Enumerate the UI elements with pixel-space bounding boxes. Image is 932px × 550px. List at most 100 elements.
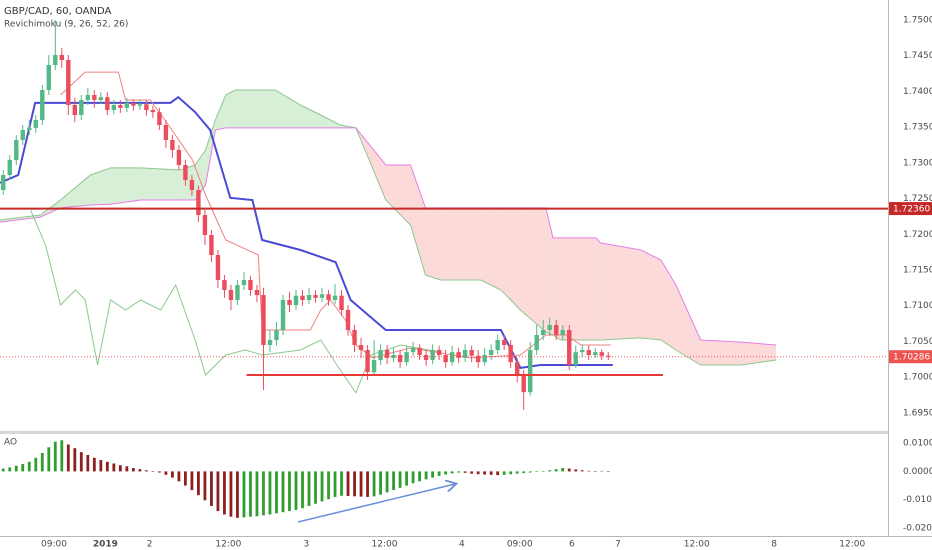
cloud-fill — [300, 105, 321, 128]
trend-arrow — [297, 484, 455, 523]
ao-bar — [125, 466, 129, 472]
candle-body — [482, 355, 487, 363]
x-tick-label: 12:00 — [839, 540, 865, 550]
ao-bar — [450, 471, 454, 474]
ao-bar — [496, 471, 500, 476]
candle-body — [144, 104, 149, 110]
ao-bar — [398, 471, 402, 488]
cloud-fill — [500, 207, 521, 310]
ao-bar — [437, 471, 441, 476]
ao-bar — [53, 441, 57, 472]
marks-layer — [0, 20, 888, 518]
candle-body — [534, 335, 539, 350]
candle-body — [248, 280, 253, 290]
ao-bar — [157, 471, 161, 473]
cloud-span-b — [0, 127, 777, 346]
candle-body — [339, 295, 344, 310]
ao-bar — [236, 471, 239, 518]
candle-body — [378, 350, 383, 360]
y-tick-label: -0.0200 — [903, 524, 932, 534]
ao-bar — [197, 471, 200, 496]
ao-bar — [99, 460, 103, 472]
candle-body — [274, 330, 279, 340]
x-tick-label: 4 — [459, 540, 465, 550]
ao-bar — [281, 471, 285, 513]
candle-body — [189, 180, 195, 190]
candle-body — [567, 330, 572, 365]
candle-body — [586, 350, 591, 355]
candle-body — [332, 295, 338, 300]
ao-bar — [457, 471, 461, 473]
y-tick-label: 1.74500 — [903, 51, 932, 61]
candle-body — [417, 347, 422, 355]
ao-bar — [411, 471, 415, 484]
candle-body — [267, 340, 273, 345]
candle-body — [488, 350, 494, 355]
ao-bar — [587, 470, 591, 472]
candle-body — [475, 355, 481, 363]
candle-body — [371, 360, 377, 373]
cloud-fill — [660, 260, 676, 350]
cloud-span-a — [0, 89, 777, 366]
ao-bar — [509, 471, 513, 475]
y-tick-label: 1.75000 — [903, 16, 932, 26]
candle-body — [66, 60, 71, 105]
cloud-fill — [215, 95, 226, 130]
ao-bar — [379, 471, 382, 495]
candle-body — [215, 255, 221, 280]
ao-bar — [385, 471, 389, 493]
ao-bar — [275, 471, 278, 514]
candle-body — [384, 350, 390, 358]
candle-body — [150, 110, 156, 113]
ao-bar — [144, 470, 148, 472]
y-tick-label: 0.0100 — [903, 439, 932, 449]
y-tick-label: 1.71500 — [903, 266, 932, 276]
cloud-fill — [640, 250, 661, 340]
ao-bar — [372, 471, 376, 497]
candle-body — [72, 105, 78, 115]
cloud-fill — [0, 215, 41, 223]
candle-body — [430, 350, 435, 360]
cloud-fill — [275, 90, 301, 128]
ao-bar — [105, 461, 109, 472]
ao-bar — [229, 471, 233, 517]
price-label-box — [889, 202, 932, 216]
ao-bar — [118, 465, 122, 472]
cloud-fill — [425, 207, 441, 280]
ao-bar — [528, 471, 532, 473]
candle-body — [547, 325, 552, 330]
candle-body — [573, 352, 578, 365]
ao-bar — [359, 471, 363, 497]
candle-body — [469, 350, 474, 356]
ao-bar — [27, 461, 31, 472]
candle-body — [326, 294, 331, 300]
candle-body — [111, 105, 117, 110]
candle-body — [85, 95, 91, 100]
candle-body — [157, 112, 162, 125]
indicator-name: Revichimoku (9, 26, 52, 26) — [4, 20, 128, 30]
y-tick-label: 1.70000 — [903, 373, 932, 383]
ao-bar — [151, 471, 155, 472]
x-tick-label: 12:00 — [372, 540, 398, 550]
price-label-box — [889, 350, 932, 364]
ao-bar — [203, 471, 207, 501]
candle-body — [541, 330, 546, 335]
y-tick-label: 1.70500 — [903, 337, 932, 347]
candle-body — [560, 330, 565, 335]
ao-bar — [418, 471, 422, 482]
ao-bar — [392, 471, 395, 491]
ao-bar — [249, 471, 252, 517]
x-tick-label: 2 — [147, 540, 153, 550]
ao-bar — [262, 471, 265, 516]
ao-bar — [606, 471, 610, 472]
ao-bar — [170, 471, 174, 478]
candle-body — [606, 355, 611, 357]
x-tick-label: 2019 — [93, 540, 118, 550]
ao-bar — [177, 471, 181, 482]
candle-body — [131, 102, 136, 106]
candle-body — [176, 150, 182, 165]
ao-bar — [255, 471, 259, 517]
candle-body — [501, 340, 507, 345]
x-tick-label: 12:00 — [684, 540, 710, 550]
